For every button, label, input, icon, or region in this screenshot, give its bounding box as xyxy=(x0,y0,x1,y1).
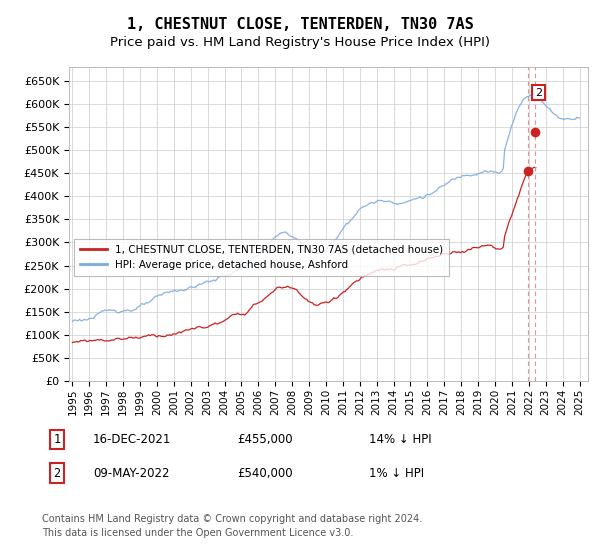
Legend: 1, CHESTNUT CLOSE, TENTERDEN, TN30 7AS (detached house), HPI: Average price, det: 1, CHESTNUT CLOSE, TENTERDEN, TN30 7AS (… xyxy=(74,239,449,276)
Text: £455,000: £455,000 xyxy=(237,433,293,446)
Text: 16-DEC-2021: 16-DEC-2021 xyxy=(93,433,172,446)
Text: 2: 2 xyxy=(535,87,542,97)
Text: 1, CHESTNUT CLOSE, TENTERDEN, TN30 7AS: 1, CHESTNUT CLOSE, TENTERDEN, TN30 7AS xyxy=(127,17,473,32)
Text: 1: 1 xyxy=(53,433,61,446)
Text: 1% ↓ HPI: 1% ↓ HPI xyxy=(369,466,424,480)
Text: 09-MAY-2022: 09-MAY-2022 xyxy=(93,466,170,480)
Text: Contains HM Land Registry data © Crown copyright and database right 2024.
This d: Contains HM Land Registry data © Crown c… xyxy=(42,514,422,538)
Text: £540,000: £540,000 xyxy=(237,466,293,480)
Text: 14% ↓ HPI: 14% ↓ HPI xyxy=(369,433,431,446)
Text: 2: 2 xyxy=(53,466,61,480)
Text: Price paid vs. HM Land Registry's House Price Index (HPI): Price paid vs. HM Land Registry's House … xyxy=(110,36,490,49)
